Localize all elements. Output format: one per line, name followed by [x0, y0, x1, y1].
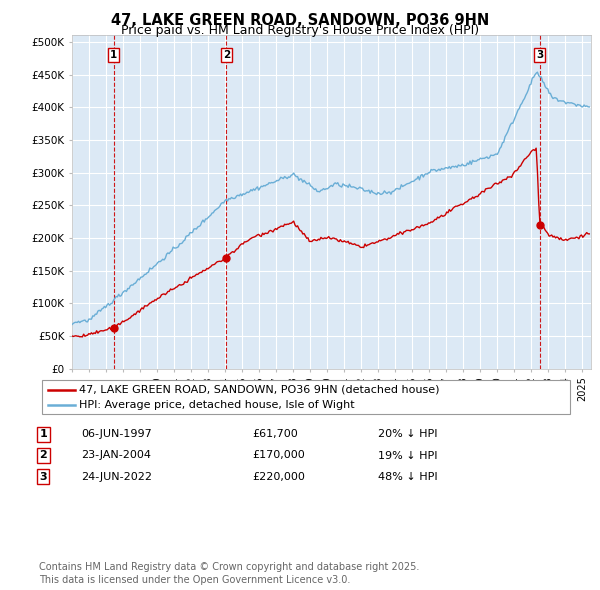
- Text: 3: 3: [40, 472, 47, 481]
- Text: 2: 2: [40, 451, 47, 460]
- Text: 20% ↓ HPI: 20% ↓ HPI: [378, 430, 437, 439]
- Text: £170,000: £170,000: [252, 451, 305, 460]
- Text: HPI: Average price, detached house, Isle of Wight: HPI: Average price, detached house, Isle…: [79, 399, 355, 409]
- Text: Price paid vs. HM Land Registry's House Price Index (HPI): Price paid vs. HM Land Registry's House …: [121, 24, 479, 37]
- Text: 47, LAKE GREEN ROAD, SANDOWN, PO36 9HN (detached house): 47, LAKE GREEN ROAD, SANDOWN, PO36 9HN (…: [79, 385, 440, 395]
- Text: 1: 1: [110, 50, 117, 60]
- Text: 23-JAN-2004: 23-JAN-2004: [81, 451, 151, 460]
- Text: £220,000: £220,000: [252, 472, 305, 481]
- Text: 47, LAKE GREEN ROAD, SANDOWN, PO36 9HN: 47, LAKE GREEN ROAD, SANDOWN, PO36 9HN: [111, 13, 489, 28]
- Text: 48% ↓ HPI: 48% ↓ HPI: [378, 472, 437, 481]
- Text: 2: 2: [223, 50, 230, 60]
- Text: £61,700: £61,700: [252, 430, 298, 439]
- Text: 1: 1: [40, 430, 47, 439]
- Text: 24-JUN-2022: 24-JUN-2022: [81, 472, 152, 481]
- Text: 06-JUN-1997: 06-JUN-1997: [81, 430, 152, 439]
- Text: 3: 3: [536, 50, 543, 60]
- Text: 19% ↓ HPI: 19% ↓ HPI: [378, 451, 437, 460]
- Text: Contains HM Land Registry data © Crown copyright and database right 2025.
This d: Contains HM Land Registry data © Crown c…: [39, 562, 419, 585]
